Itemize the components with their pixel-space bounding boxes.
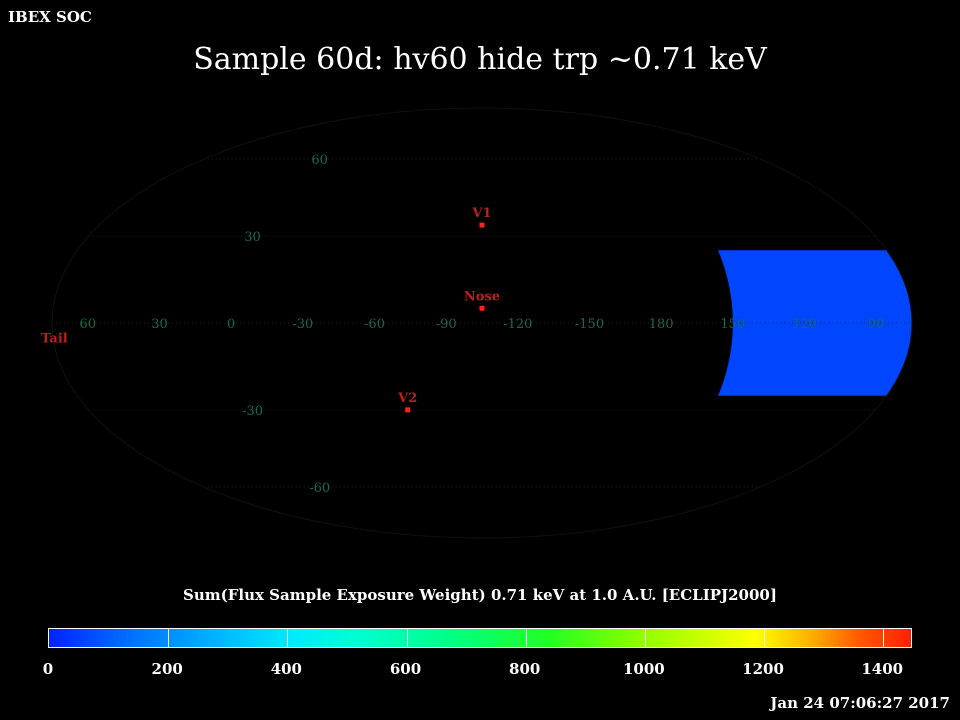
marker-label: V2: [397, 391, 417, 406]
latitude-label: -30: [242, 404, 263, 419]
latitude-label: 30: [244, 230, 261, 245]
longitude-label: -90: [436, 317, 457, 332]
colorbar: [48, 628, 912, 648]
colorbar-tick-label: 1000: [622, 660, 665, 678]
longitude-label: 0: [227, 317, 235, 332]
colorbar-tick: [525, 629, 527, 647]
latitude-label: 90: [0, 0, 8, 4]
longitude-label: 60: [80, 317, 97, 332]
latitude-label: -90: [0, 0, 10, 4]
marker-label: Nose: [464, 289, 500, 304]
latitude-label: 60: [311, 153, 328, 168]
low-flux-patches: [52, 250, 912, 396]
org-label: IBEX SOC: [8, 8, 92, 26]
sky-map: 60 30 0 -30 -60 -90 -120 -150 180 150 120 90 90 60 30…: [0, 0, 913, 539]
colorbar-title: Sum(Flux Sample Exposure Weight) 0.71 ke…: [183, 586, 777, 604]
longitude-label: -120: [503, 317, 532, 332]
colorbar-tick: [644, 629, 646, 647]
marker-dot: [405, 407, 411, 413]
marker-dot: [479, 305, 485, 311]
longitude-label: 120: [792, 317, 817, 332]
sky-markers: V1 Nose V2 Tail: [41, 206, 500, 413]
chart-title: Sample 60d: hv60 hide trp ~0.71 keV: [193, 42, 767, 77]
longitude-label: 150: [720, 317, 745, 332]
longitude-label: 30: [151, 317, 168, 332]
map-outline: [51, 107, 913, 539]
flux-patch: [718, 250, 912, 396]
longitude-labels: 60 30 0 -30 -60 -90 -120 -150 180 150 120 90: [80, 317, 885, 332]
longitude-label: 180: [649, 317, 674, 332]
graticule: [52, 158, 912, 488]
colorbar-tick-label: 1200: [742, 660, 784, 678]
latitude-labels: 90 60 30 -30 -60 -90: [0, 0, 330, 496]
marker-dot: [479, 222, 485, 228]
longitude-label: -30: [292, 317, 313, 332]
latitude-label: -60: [309, 481, 330, 496]
colorbar-tick-label: 1400: [861, 660, 904, 678]
longitude-label: 90: [868, 317, 885, 332]
marker-label: V1: [471, 206, 491, 221]
longitude-label: -150: [575, 317, 604, 332]
colorbar-tick: [883, 629, 885, 647]
colorbar-tick-label: 200: [151, 660, 183, 678]
colorbar-tick-label: 400: [270, 660, 302, 678]
timestamp: Jan 24 07:06:27 2017: [770, 694, 950, 712]
longitude-label: -60: [364, 317, 385, 332]
colorbar-tick: [764, 629, 766, 647]
colorbar-tick-label: 800: [509, 660, 541, 678]
colorbar-tick: [287, 629, 289, 647]
colorbar-tick-label: 600: [389, 660, 422, 678]
marker-label: Tail: [41, 332, 68, 347]
colorbar-tick: [406, 629, 408, 647]
colorbar-tick: [168, 629, 170, 647]
colorbar-tick-label: 0: [42, 660, 54, 678]
